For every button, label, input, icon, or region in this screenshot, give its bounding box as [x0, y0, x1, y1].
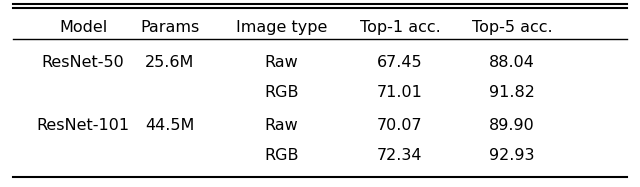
Text: 67.45: 67.45 [377, 55, 423, 70]
Text: Image type: Image type [236, 20, 327, 35]
Text: 44.5M: 44.5M [145, 118, 195, 133]
Text: 70.07: 70.07 [377, 118, 423, 133]
Text: Top-1 acc.: Top-1 acc. [360, 20, 440, 35]
Text: Top-5 acc.: Top-5 acc. [472, 20, 552, 35]
Text: Model: Model [59, 20, 108, 35]
Text: Raw: Raw [265, 55, 298, 70]
Text: 91.82: 91.82 [489, 85, 535, 100]
Text: ResNet-50: ResNet-50 [42, 55, 125, 70]
Text: 72.34: 72.34 [377, 148, 423, 163]
Text: 25.6M: 25.6M [145, 55, 195, 70]
Text: 89.90: 89.90 [489, 118, 535, 133]
Text: 92.93: 92.93 [489, 148, 535, 163]
Text: Params: Params [140, 20, 199, 35]
Text: 71.01: 71.01 [377, 85, 423, 100]
Text: Raw: Raw [265, 118, 298, 133]
Text: 88.04: 88.04 [489, 55, 535, 70]
Text: ResNet-101: ResNet-101 [36, 118, 130, 133]
Text: RGB: RGB [264, 85, 299, 100]
Text: RGB: RGB [264, 148, 299, 163]
